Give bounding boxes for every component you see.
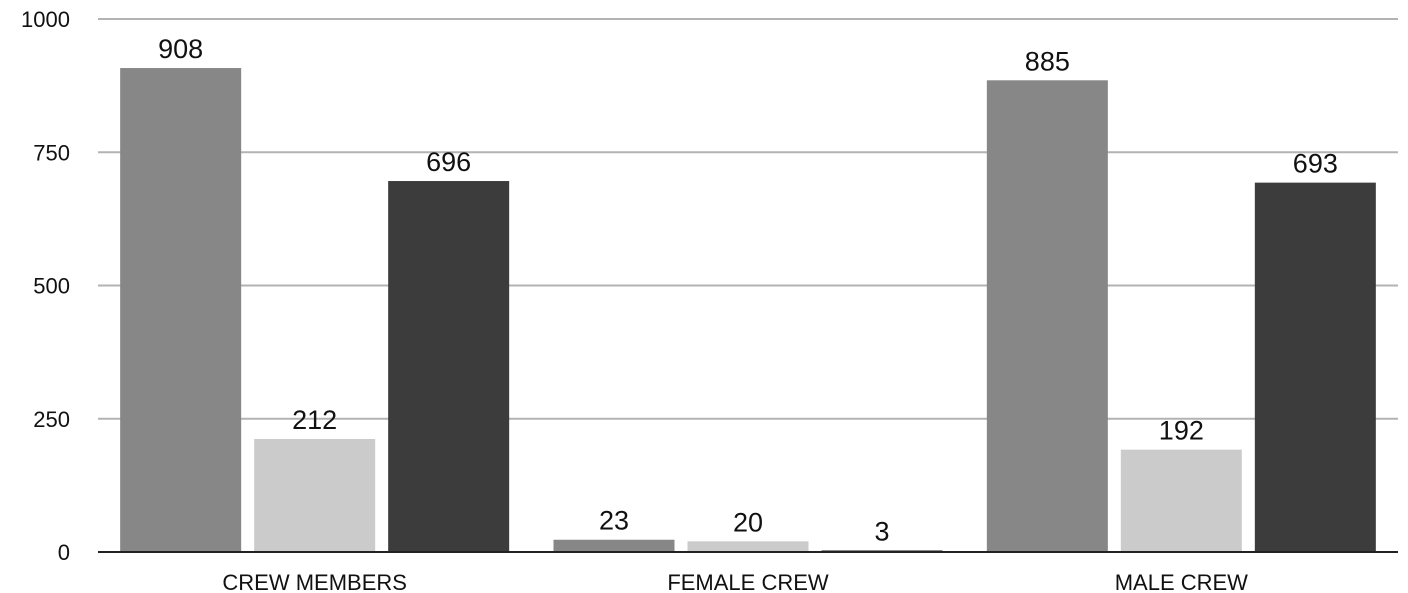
y-tick-label: 500: [33, 274, 70, 299]
data-label: 696: [426, 147, 471, 177]
bar: [254, 439, 376, 552]
bar: [687, 541, 809, 552]
y-tick-label: 0: [58, 540, 70, 565]
data-label: 23: [599, 506, 629, 536]
bar: [1120, 449, 1242, 552]
bars: [120, 68, 1376, 553]
y-tick-label: 750: [33, 140, 70, 165]
gridlines: [98, 18, 1398, 420]
bar: [553, 539, 675, 552]
x-tick-label: FEMALE CREW: [667, 570, 829, 593]
data-label: 693: [1293, 149, 1338, 179]
data-labels: 908 212 696 23 20 3 885 192 693: [158, 34, 1338, 546]
y-axis-ticks: 0 250 500 750 1000: [21, 7, 70, 565]
x-tick-label: MALE CREW: [1115, 570, 1248, 593]
data-label: 885: [1025, 46, 1070, 76]
category-labels: CREW MEMBERS FEMALE CREW MALE CREW: [222, 570, 1248, 593]
bar: [1254, 182, 1376, 553]
bar: [120, 68, 242, 552]
data-label: 908: [158, 34, 203, 64]
bar: [986, 80, 1108, 553]
data-label: 192: [1159, 416, 1204, 446]
y-tick-label: 250: [33, 407, 70, 432]
bar: [388, 181, 510, 553]
y-tick-label: 1000: [21, 7, 70, 32]
data-label: 20: [733, 507, 763, 537]
x-tick-label: CREW MEMBERS: [222, 570, 407, 593]
data-label: 212: [292, 405, 337, 435]
data-label: 3: [874, 516, 889, 546]
